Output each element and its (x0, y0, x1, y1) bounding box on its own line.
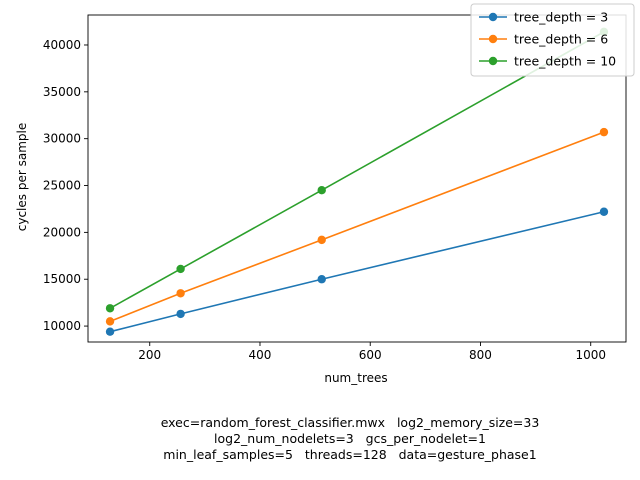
y-tick-label: 35000 (43, 85, 81, 99)
data-point (317, 275, 326, 284)
legend-label: tree_depth = 10 (514, 54, 616, 69)
x-tick-label: 1000 (575, 348, 606, 362)
series-line-1 (109, 131, 605, 323)
y-tick-label: 15000 (43, 272, 81, 286)
legend-label: tree_depth = 3 (514, 10, 608, 25)
x-tick-label: 200 (138, 348, 161, 362)
y-axis-label: cycles per sample (15, 123, 29, 231)
y-tick-label: 25000 (43, 179, 81, 193)
legend-label: tree_depth = 6 (514, 32, 608, 47)
y-tick-label: 30000 (43, 132, 81, 146)
data-point (105, 317, 115, 326)
legend-swatch-marker (488, 34, 498, 44)
legend-swatch-marker (488, 12, 498, 22)
data-point (317, 235, 326, 245)
x-tick-label: 400 (249, 348, 272, 362)
y-tick-label: 20000 (43, 225, 81, 239)
data-point (176, 309, 185, 319)
x-tick-label: 600 (359, 348, 382, 362)
data-point (176, 264, 185, 274)
legend-swatch-marker (488, 56, 498, 66)
data-point (105, 327, 115, 336)
plot-frame (87, 14, 627, 343)
line-chart: 200 400 600 800 1000 10000 15000 20000 25000 3000… (15, 3, 635, 385)
caption-line-3: min_leaf_samples=5 threads=128 data=gest… (163, 447, 537, 462)
series-line-0 (109, 210, 605, 333)
data-point (105, 304, 115, 313)
data-point (317, 186, 326, 195)
data-point (599, 127, 609, 137)
legend-box (470, 3, 635, 77)
data-point (176, 289, 185, 298)
data-point (599, 207, 609, 216)
series-line-2 (109, 31, 605, 309)
x-tick-label: 800 (469, 348, 492, 362)
y-tick-label: 10000 (43, 319, 81, 333)
run-parameters-caption: exec=random_forest_classifier.mwx log2_m… (0, 415, 640, 463)
x-axis-label: num_trees (324, 371, 387, 385)
caption-line-1: exec=random_forest_classifier.mwx log2_m… (160, 415, 540, 430)
caption-line-2: log2_num_nodelets=3 gcs_per_nodelet=1 (214, 431, 486, 446)
y-tick-label: 40000 (43, 38, 81, 52)
